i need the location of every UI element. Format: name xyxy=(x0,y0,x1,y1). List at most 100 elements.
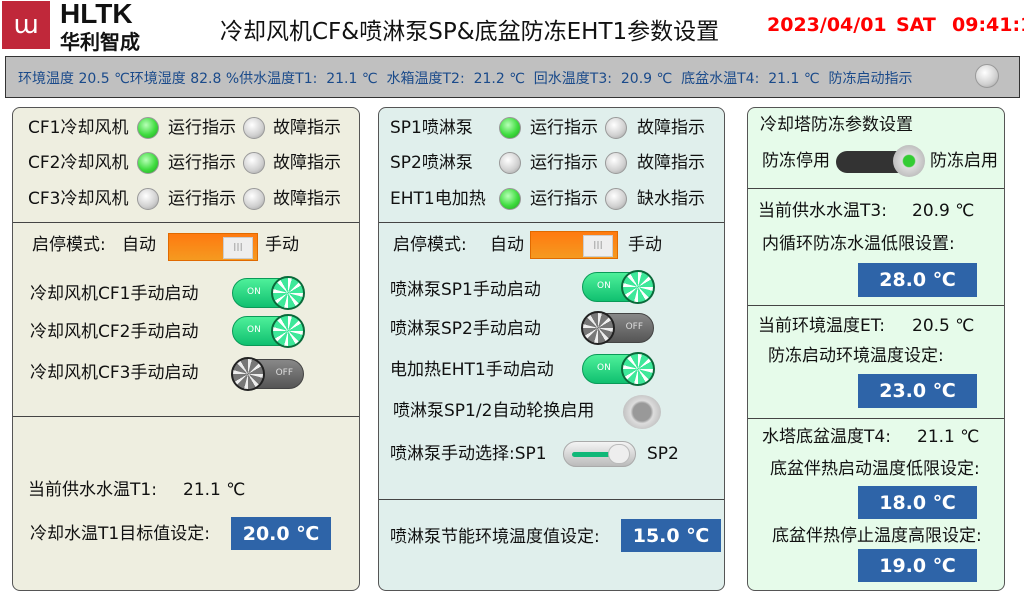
fan-knob-icon xyxy=(231,357,265,391)
antifreeze-title: 冷却塔防冻参数设置 xyxy=(760,115,913,135)
sp2-run-led xyxy=(499,152,521,174)
cf1-manual-label: 冷却风机CF1手动启动 xyxy=(30,284,199,304)
cf3-manual-label: 冷却风机CF3手动启动 xyxy=(30,363,199,383)
fan-1-run-led xyxy=(137,117,159,139)
antifreeze-indicator-led xyxy=(975,64,999,88)
logo-subtext: 华利智成 xyxy=(60,30,140,54)
pump-mode-auto-label: 自动 xyxy=(490,235,524,255)
energy-temp-input[interactable]: 15.0 ℃ xyxy=(621,519,721,552)
sp1-fault-label: 故障指示 xyxy=(637,118,705,138)
sp2-manual-toggle[interactable]: OFF xyxy=(581,311,654,345)
et-set-input[interactable]: 23.0 ℃ xyxy=(858,374,977,408)
t1-target-input[interactable]: 20.0 ℃ xyxy=(231,517,331,550)
pump-select-sp2-label: SP2 xyxy=(647,444,679,464)
mode-auto-label: 自动 xyxy=(122,235,156,255)
fan-2-fault-led xyxy=(243,152,265,174)
mode-label: 启停模式: xyxy=(32,235,106,255)
auto-rotate-button[interactable] xyxy=(623,395,661,429)
pump-mode-label: 启停模式: xyxy=(393,235,467,255)
sp2-manual-label: 喷淋泵SP2手动启动 xyxy=(390,319,541,339)
fan-mode-switch[interactable]: III xyxy=(168,233,258,261)
cf3-manual-toggle[interactable]: OFF xyxy=(231,357,304,391)
toggle-state: OFF xyxy=(275,368,293,378)
fan-1-run-label: 运行指示 xyxy=(168,118,236,138)
logo: ɯ xyxy=(2,1,50,49)
eht1-manual-label: 电加热EHT1手动启动 xyxy=(390,360,554,380)
fan-row-1-label: CF1冷却风机 xyxy=(28,118,129,138)
t1-target-label: 冷却水温T1目标值设定: xyxy=(30,524,210,544)
fan-2-run-led xyxy=(137,152,159,174)
logo-text: HLTK xyxy=(60,0,133,29)
eht1-water-shortage-label: 缺水指示 xyxy=(637,189,705,209)
fan-1-fault-label: 故障指示 xyxy=(273,118,341,138)
switch-knob[interactable] xyxy=(893,145,925,177)
fan-3-fault-label: 故障指示 xyxy=(273,189,341,209)
eht1-run-led xyxy=(499,188,521,210)
sp1-run-led xyxy=(499,117,521,139)
time: 09:41:11 xyxy=(952,14,1024,36)
pump-mode-manual-label: 手动 xyxy=(628,235,662,255)
slider-knob[interactable] xyxy=(608,444,630,464)
eht1-manual-toggle[interactable]: ON xyxy=(582,352,655,386)
sp1-fault-led xyxy=(605,117,627,139)
fan-knob-icon xyxy=(621,270,655,304)
inner-limit-label: 内循环防冻水温低限设置: xyxy=(762,234,955,254)
eht1-water-shortage-led xyxy=(605,188,627,210)
heat-on-input[interactable]: 18.0 ℃ xyxy=(858,486,977,519)
heat-off-label: 底盆伴热停止温度高限设定: xyxy=(772,526,982,546)
et-set-label: 防冻启动环境温度设定: xyxy=(768,346,944,366)
status-bar xyxy=(5,56,1020,98)
antifreeze-on-label: 防冻启用 xyxy=(930,151,998,171)
page-title: 冷却风机CF&喷淋泵SP&底盆防冻EHT1参数设置 xyxy=(220,19,720,45)
sp2-fault-label: 故障指示 xyxy=(637,153,705,173)
toggle-state: ON xyxy=(597,363,611,373)
auto-rotate-label: 喷淋泵SP1/2自动轮换启用 xyxy=(393,401,595,421)
eht1-run-label: 运行指示 xyxy=(530,189,598,209)
toggle-state: OFF xyxy=(625,322,643,332)
antifreeze-off-label: 防冻停用 xyxy=(762,151,830,171)
t3-value: 20.9 ℃ xyxy=(912,201,975,221)
sp1-label: SP1喷淋泵 xyxy=(390,118,473,138)
et-value: 20.5 ℃ xyxy=(912,316,975,336)
toggle-state: ON xyxy=(247,287,261,297)
sp2-label: SP2喷淋泵 xyxy=(390,153,473,173)
inner-limit-input[interactable]: 28.0 ℃ xyxy=(858,263,977,297)
et-label: 当前环境温度ET: xyxy=(758,316,885,336)
heat-on-label: 底盆伴热启动温度低限设定: xyxy=(770,459,980,479)
date: 2023/04/01 xyxy=(767,14,887,36)
fan-2-run-label: 运行指示 xyxy=(168,153,236,173)
t1-value: 21.1 ℃ xyxy=(183,480,246,500)
antifreeze-switch[interactable] xyxy=(836,145,925,177)
fan-knob-icon xyxy=(271,276,305,310)
cf2-manual-toggle[interactable]: ON xyxy=(232,314,305,348)
cf2-manual-label: 冷却风机CF2手动启动 xyxy=(30,322,199,342)
weekday: SAT xyxy=(896,14,936,36)
heat-off-input[interactable]: 19.0 ℃ xyxy=(858,549,977,582)
t4-label: 水塔底盆温度T4: xyxy=(762,427,891,447)
cf1-manual-toggle[interactable]: ON xyxy=(232,276,305,310)
sp1-manual-toggle[interactable]: ON xyxy=(582,270,655,304)
switch-knob: III xyxy=(223,237,253,259)
fan-2-fault-label: 故障指示 xyxy=(273,153,341,173)
sp1-run-label: 运行指示 xyxy=(530,118,598,138)
energy-temp-label: 喷淋泵节能环境温度值设定: xyxy=(390,527,600,547)
t1-label: 当前供水水温T1: xyxy=(28,480,157,500)
sp1-manual-label: 喷淋泵SP1手动启动 xyxy=(390,280,541,300)
sp2-fault-led xyxy=(605,152,627,174)
eht1-label: EHT1电加热 xyxy=(390,189,486,209)
pump-select-label: 喷淋泵手动选择:SP1 xyxy=(390,444,547,464)
fan-knob-icon xyxy=(271,314,305,348)
status-text: 环境温度 20.5 ℃环境湿度 82.8 %供水温度T1: 21.1 ℃ 水箱温… xyxy=(18,71,913,87)
switch-knob: III xyxy=(583,235,613,257)
fan-knob-icon xyxy=(621,352,655,386)
spray-pump-panel xyxy=(378,107,725,591)
fan-row-3-label: CF3冷却风机 xyxy=(28,189,129,209)
pump-mode-switch[interactable]: III xyxy=(530,231,618,259)
pump-select-slider[interactable] xyxy=(563,441,636,467)
fan-3-run-label: 运行指示 xyxy=(168,189,236,209)
t4-value: 21.1 ℃ xyxy=(917,427,980,447)
mode-manual-label: 手动 xyxy=(265,235,299,255)
fan-3-fault-led xyxy=(243,188,265,210)
fan-row-2-label: CF2冷却风机 xyxy=(28,153,129,173)
cooling-fan-panel xyxy=(12,107,360,591)
